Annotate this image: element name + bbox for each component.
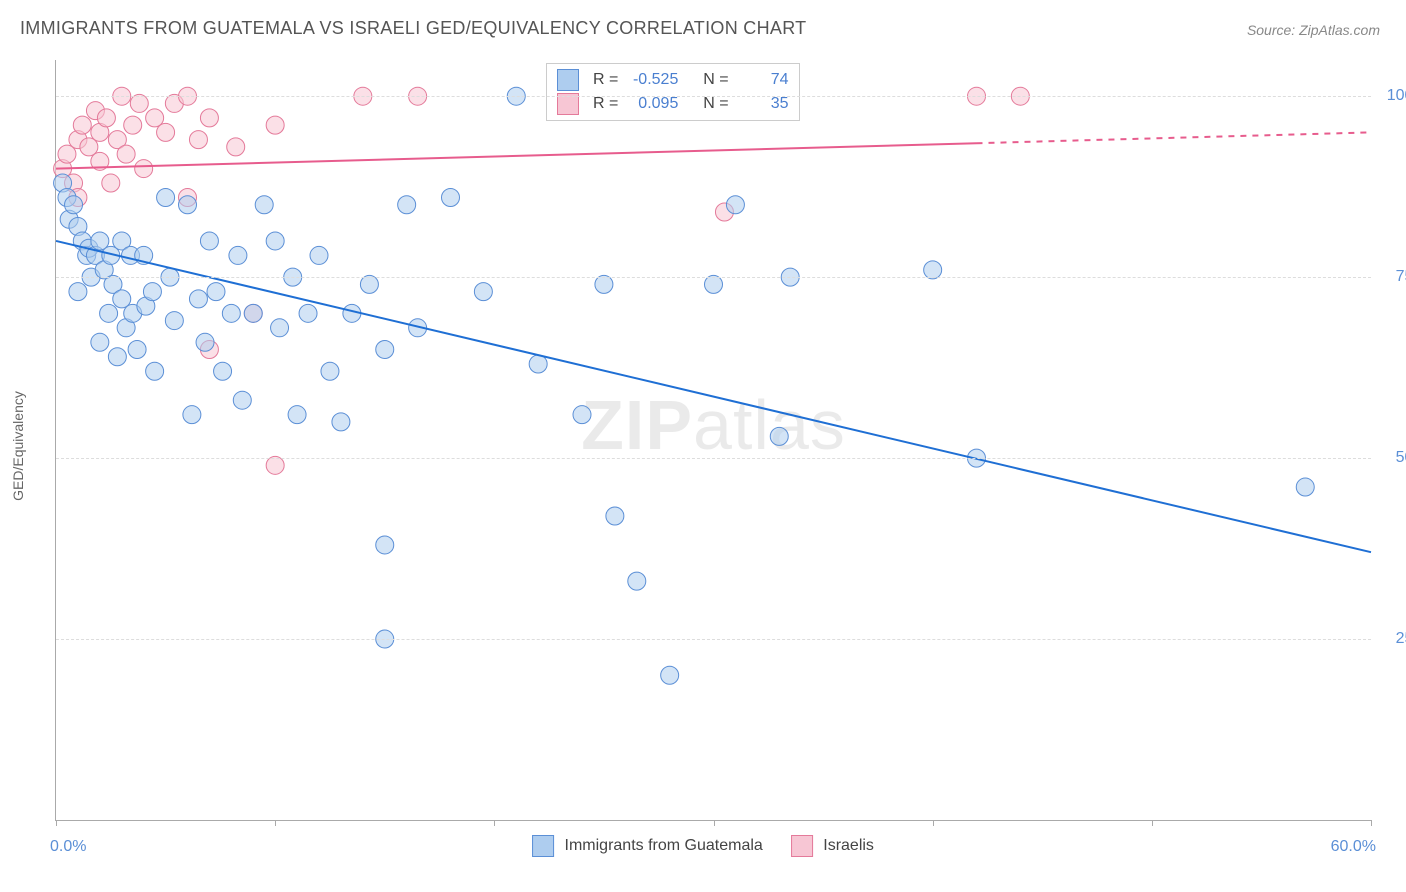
israelis-regression-line-dashed [977, 132, 1372, 143]
guatemala-point [726, 196, 744, 214]
x-tick [1152, 820, 1153, 826]
legend-item-israelis: Israelis [791, 835, 874, 857]
israelis-point [157, 123, 175, 141]
israelis-point [102, 174, 120, 192]
plot-area: ZIPatlas R = -0.525 N = 74 R = 0.095 N =… [55, 60, 1371, 821]
guatemala-point [321, 362, 339, 380]
guatemala-point [442, 189, 460, 207]
guatemala-point [376, 536, 394, 554]
guatemala-point [65, 196, 83, 214]
gridline-h [56, 458, 1371, 459]
guatemala-point [207, 283, 225, 301]
guatemala-point [332, 413, 350, 431]
legend-label-guatemala: Immigrants from Guatemala [565, 837, 763, 854]
y-tick-label: 100.0% [1381, 87, 1406, 105]
guatemala-point [266, 232, 284, 250]
legend-swatch-israelis [791, 835, 813, 857]
israelis-point [135, 160, 153, 178]
gridline-h [56, 96, 1371, 97]
guatemala-point [271, 319, 289, 337]
series-legend: Immigrants from Guatemala Israelis [532, 835, 874, 857]
guatemala-point [661, 666, 679, 684]
guatemala-point [573, 406, 591, 424]
guatemala-point [165, 312, 183, 330]
legend-row-guatemala: R = -0.525 N = 74 [557, 68, 789, 92]
guatemala-point [299, 304, 317, 322]
guatemala-point [229, 246, 247, 264]
guatemala-point [108, 348, 126, 366]
guatemala-point [222, 304, 240, 322]
guatemala-point [183, 406, 201, 424]
guatemala-point [529, 355, 547, 373]
chart-title: IMMIGRANTS FROM GUATEMALA VS ISRAELI GED… [20, 18, 806, 39]
israelis-point [189, 131, 207, 149]
guatemala-point [398, 196, 416, 214]
n-label: N = [703, 68, 728, 92]
guatemala-point [606, 507, 624, 525]
x-tick [1371, 820, 1372, 826]
legend-swatch-guatemala [557, 69, 579, 91]
guatemala-point [255, 196, 273, 214]
x-tick [275, 820, 276, 826]
guatemala-point [69, 283, 87, 301]
guatemala-point [310, 246, 328, 264]
guatemala-point [143, 283, 161, 301]
correlation-legend: R = -0.525 N = 74 R = 0.095 N = 35 [546, 63, 800, 121]
guatemala-point [179, 196, 197, 214]
gridline-h [56, 639, 1371, 640]
guatemala-point [1296, 478, 1314, 496]
legend-label-israelis: Israelis [823, 837, 874, 854]
x-axis-max-label: 60.0% [1331, 838, 1376, 856]
israelis-point [73, 116, 91, 134]
x-tick [494, 820, 495, 826]
r-label: R = [593, 68, 618, 92]
guatemala-point [770, 427, 788, 445]
x-tick [714, 820, 715, 826]
y-axis-label: GED/Equivalency [10, 391, 26, 501]
guatemala-point [474, 283, 492, 301]
legend-swatch-guatemala [532, 835, 554, 857]
guatemala-point [157, 189, 175, 207]
guatemala-point [628, 572, 646, 590]
guatemala-point [146, 362, 164, 380]
r-value-guatemala: -0.525 [626, 68, 678, 92]
guatemala-point [100, 304, 118, 322]
guatemala-point [288, 406, 306, 424]
guatemala-point [196, 333, 214, 351]
x-tick [56, 820, 57, 826]
israelis-point [124, 116, 142, 134]
guatemala-point [128, 341, 146, 359]
guatemala-point [91, 333, 109, 351]
israelis-point [117, 145, 135, 163]
source-attribution: Source: ZipAtlas.com [1247, 22, 1380, 38]
legend-item-guatemala: Immigrants from Guatemala [532, 835, 763, 857]
israelis-point [227, 138, 245, 156]
guatemala-point [214, 362, 232, 380]
y-tick-label: 25.0% [1381, 630, 1406, 648]
x-axis-min-label: 0.0% [50, 838, 86, 856]
n-value-guatemala: 74 [737, 68, 789, 92]
guatemala-point [200, 232, 218, 250]
x-tick [933, 820, 934, 826]
guatemala-point [244, 304, 262, 322]
israelis-point [97, 109, 115, 127]
guatemala-point [189, 290, 207, 308]
gridline-h [56, 277, 1371, 278]
y-tick-label: 75.0% [1381, 268, 1406, 286]
israelis-point [200, 109, 218, 127]
y-tick-label: 50.0% [1381, 449, 1406, 467]
guatemala-point [376, 341, 394, 359]
israelis-point [266, 116, 284, 134]
guatemala-point [233, 391, 251, 409]
chart-svg [56, 60, 1371, 820]
